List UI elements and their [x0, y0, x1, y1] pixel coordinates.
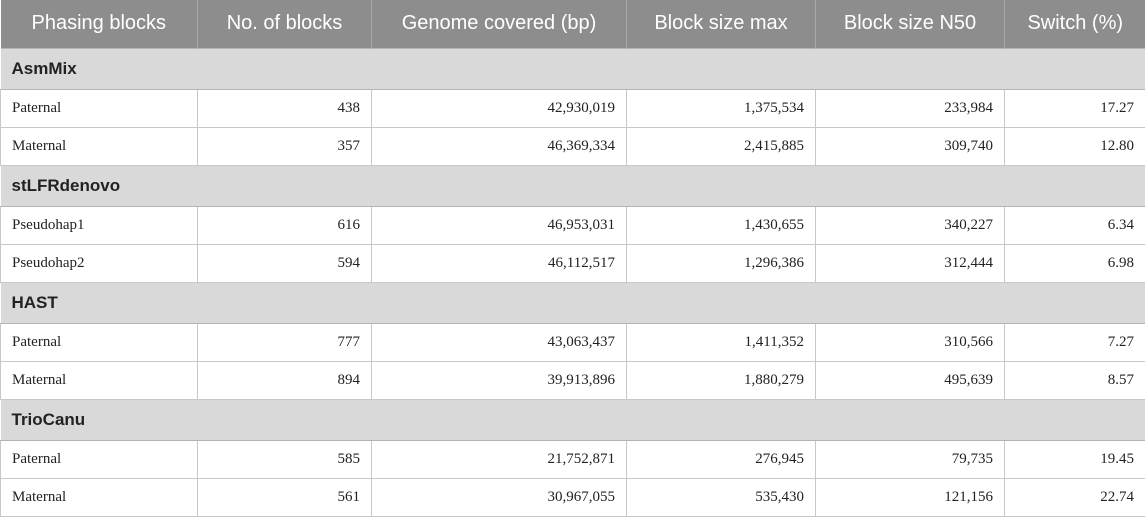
- table-cell: 43,063,437: [371, 322, 627, 362]
- table-cell: 17.27: [1004, 88, 1145, 128]
- table-cell: 6.34: [1004, 205, 1145, 245]
- table-cell: 561: [197, 477, 372, 517]
- table-cell: 276,945: [626, 439, 816, 479]
- table-cell: 6.98: [1004, 243, 1145, 283]
- table-cell: 8.57: [1004, 360, 1145, 400]
- table-cell: 585: [197, 439, 372, 479]
- table-cell: 2,415,885: [626, 126, 816, 166]
- row-label: Pseudohap1: [0, 205, 198, 245]
- table-row: Pseudohap1 616 46,953,031 1,430,655 340,227 6…: [0, 205, 1145, 245]
- group-label: stLFRdenovo: [0, 164, 1145, 207]
- table-cell: 340,227: [815, 205, 1005, 245]
- table-cell: 1,296,386: [626, 243, 816, 283]
- row-label: Maternal: [0, 360, 198, 400]
- table-cell: 19.45: [1004, 439, 1145, 479]
- table-cell: 42,930,019: [371, 88, 627, 128]
- table-cell: 79,735: [815, 439, 1005, 479]
- table-cell: 1,430,655: [626, 205, 816, 245]
- group-label: HAST: [0, 281, 1145, 324]
- table-row: Paternal 438 42,930,019 1,375,534 233,984 17.…: [0, 88, 1145, 128]
- row-label: Maternal: [0, 477, 198, 517]
- table-cell: 39,913,896: [371, 360, 627, 400]
- table-row: Maternal 357 46,369,334 2,415,885 309,740 12.…: [0, 126, 1145, 166]
- header-block-size-max: Block size max: [626, 0, 816, 48]
- table-cell: 1,411,352: [626, 322, 816, 362]
- table-row: Pseudohap2 594 46,112,517 1,296,386 312,444 6…: [0, 243, 1145, 283]
- row-label: Pseudohap2: [0, 243, 198, 283]
- table-row: Paternal 777 43,063,437 1,411,352 310,566 7.2…: [0, 322, 1145, 362]
- table-header: Phasing blocks No. of blocks Genome cove…: [0, 0, 1145, 48]
- table-cell: 46,112,517: [371, 243, 627, 283]
- table-body: AsmMix Paternal 438 42,930,019 1,375,534 233,…: [0, 47, 1145, 517]
- table-cell: 22.74: [1004, 477, 1145, 517]
- row-label: Paternal: [0, 88, 198, 128]
- table-row: Maternal 894 39,913,896 1,880,279 495,639 8.5…: [0, 360, 1145, 400]
- table-cell: 894: [197, 360, 372, 400]
- table-row: Paternal 585 21,752,871 276,945 79,735 19.45: [0, 439, 1145, 479]
- table-cell: 46,369,334: [371, 126, 627, 166]
- group-label: AsmMix: [0, 47, 1145, 90]
- table-cell: 12.80: [1004, 126, 1145, 166]
- table-cell: 616: [197, 205, 372, 245]
- table-cell: 594: [197, 243, 372, 283]
- header-row: Phasing blocks No. of blocks Genome cove…: [0, 0, 1145, 48]
- header-genome-covered: Genome covered (bp): [371, 0, 627, 48]
- table-cell: 30,967,055: [371, 477, 627, 517]
- row-label: Paternal: [0, 439, 198, 479]
- group-row: TrioCanu: [0, 398, 1145, 441]
- table-cell: 121,156: [815, 477, 1005, 517]
- table-cell: 1,375,534: [626, 88, 816, 128]
- header-no-of-blocks: No. of blocks: [197, 0, 372, 48]
- group-row: HAST: [0, 281, 1145, 324]
- header-block-size-n50: Block size N50: [815, 0, 1005, 48]
- header-switch-percent: Switch (%): [1004, 0, 1145, 48]
- table-cell: 309,740: [815, 126, 1005, 166]
- table-cell: 7.27: [1004, 322, 1145, 362]
- table-cell: 495,639: [815, 360, 1005, 400]
- group-row: stLFRdenovo: [0, 164, 1145, 207]
- table-cell: 312,444: [815, 243, 1005, 283]
- row-label: Paternal: [0, 322, 198, 362]
- row-label: Maternal: [0, 126, 198, 166]
- table-cell: 777: [197, 322, 372, 362]
- table-cell: 1,880,279: [626, 360, 816, 400]
- header-phasing-blocks: Phasing blocks: [31, 12, 167, 35]
- table-cell: 21,752,871: [371, 439, 627, 479]
- table-cell: 357: [197, 126, 372, 166]
- table-cell: 46,953,031: [371, 205, 627, 245]
- table-row: Maternal 561 30,967,055 535,430 121,156 22.74: [0, 477, 1145, 517]
- group-label: TrioCanu: [0, 398, 1145, 441]
- table-cell: 310,566: [815, 322, 1005, 362]
- table-cell: 233,984: [815, 88, 1005, 128]
- table-cell: 438: [197, 88, 372, 128]
- group-row: AsmMix: [0, 47, 1145, 90]
- table-cell: 535,430: [626, 477, 816, 517]
